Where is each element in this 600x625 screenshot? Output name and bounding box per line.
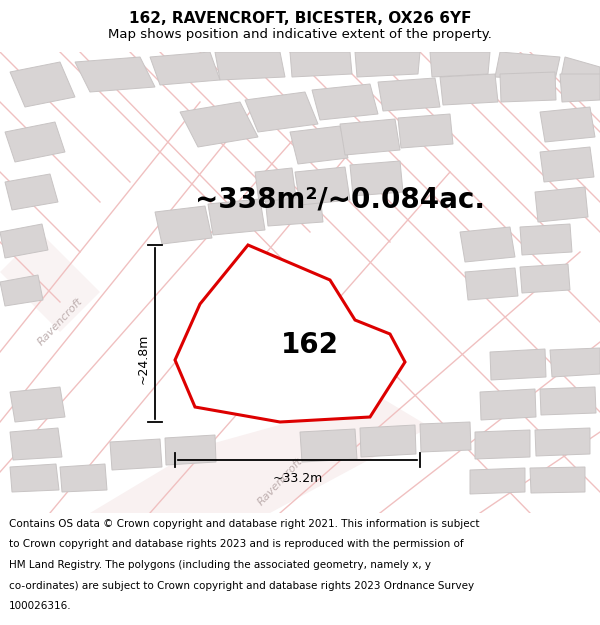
Polygon shape <box>0 232 100 332</box>
Polygon shape <box>0 275 43 306</box>
Polygon shape <box>290 52 352 77</box>
Polygon shape <box>480 389 536 420</box>
Polygon shape <box>150 52 220 85</box>
Polygon shape <box>10 387 65 422</box>
Polygon shape <box>60 464 107 492</box>
Text: Contains OS data © Crown copyright and database right 2021. This information is : Contains OS data © Crown copyright and d… <box>9 519 479 529</box>
Polygon shape <box>500 72 556 102</box>
Polygon shape <box>535 187 588 222</box>
Polygon shape <box>550 348 600 377</box>
Polygon shape <box>470 468 525 494</box>
Polygon shape <box>10 428 62 460</box>
Text: to Crown copyright and database rights 2023 and is reproduced with the permissio: to Crown copyright and database rights 2… <box>9 539 464 549</box>
Polygon shape <box>255 168 296 202</box>
Polygon shape <box>460 227 515 262</box>
Polygon shape <box>208 199 265 235</box>
Polygon shape <box>245 92 318 132</box>
Text: ~33.2m: ~33.2m <box>272 472 323 485</box>
Polygon shape <box>265 193 323 226</box>
Polygon shape <box>535 428 590 456</box>
Polygon shape <box>430 52 490 77</box>
Text: 162, RAVENCROFT, BICESTER, OX26 6YF: 162, RAVENCROFT, BICESTER, OX26 6YF <box>129 11 471 26</box>
Polygon shape <box>290 126 348 164</box>
Polygon shape <box>350 161 403 196</box>
Text: Map shows position and indicative extent of the property.: Map shows position and indicative extent… <box>108 28 492 41</box>
Polygon shape <box>398 114 453 148</box>
Polygon shape <box>10 464 59 492</box>
Polygon shape <box>490 349 546 380</box>
Polygon shape <box>10 62 75 107</box>
Polygon shape <box>560 74 600 102</box>
Polygon shape <box>165 435 216 465</box>
Text: co-ordinates) are subject to Crown copyright and database rights 2023 Ordnance S: co-ordinates) are subject to Crown copyr… <box>9 581 474 591</box>
Text: ~338m²/~0.084ac.: ~338m²/~0.084ac. <box>195 186 485 214</box>
Polygon shape <box>475 430 530 459</box>
Polygon shape <box>110 439 162 470</box>
Polygon shape <box>75 57 155 92</box>
Polygon shape <box>5 174 58 210</box>
Text: Ravencroft: Ravencroft <box>35 296 85 348</box>
Polygon shape <box>90 397 430 513</box>
Polygon shape <box>465 268 518 300</box>
Polygon shape <box>520 224 572 255</box>
Polygon shape <box>378 78 440 111</box>
Text: HM Land Registry. The polygons (including the associated geometry, namely x, y: HM Land Registry. The polygons (includin… <box>9 560 431 570</box>
Polygon shape <box>215 52 285 80</box>
Text: 162: 162 <box>281 331 339 359</box>
Polygon shape <box>360 425 416 457</box>
Polygon shape <box>540 147 594 182</box>
Text: Ravencroft: Ravencroft <box>256 456 304 508</box>
Polygon shape <box>440 74 498 105</box>
Polygon shape <box>0 224 48 258</box>
Polygon shape <box>540 107 595 142</box>
Polygon shape <box>355 52 420 77</box>
Text: 100026316.: 100026316. <box>9 601 71 611</box>
Polygon shape <box>420 422 471 452</box>
Polygon shape <box>175 245 405 422</box>
Polygon shape <box>530 467 585 493</box>
Polygon shape <box>155 206 212 244</box>
Polygon shape <box>540 387 596 415</box>
Text: ~24.8m: ~24.8m <box>137 334 149 384</box>
Polygon shape <box>300 429 357 462</box>
Polygon shape <box>495 52 560 80</box>
Polygon shape <box>560 57 600 90</box>
Polygon shape <box>340 119 400 155</box>
Polygon shape <box>180 102 258 147</box>
Polygon shape <box>312 84 378 120</box>
Polygon shape <box>295 167 350 205</box>
Polygon shape <box>5 122 65 162</box>
Polygon shape <box>520 264 570 293</box>
